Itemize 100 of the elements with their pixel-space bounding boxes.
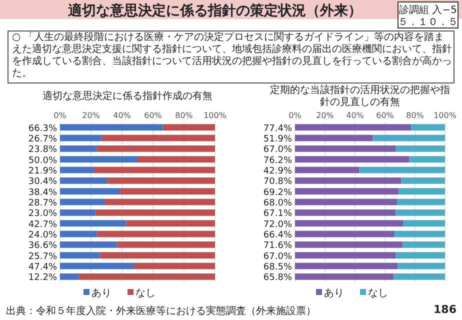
bar [295, 177, 402, 184]
bar [295, 252, 396, 259]
bar [104, 198, 215, 206]
legend-label: あり [92, 288, 112, 299]
data-label: 28.7% [28, 198, 58, 208]
bar [60, 134, 102, 142]
bar [394, 230, 445, 238]
chart-title: 適切な意思決定に係る指針作成の有無 [42, 91, 212, 103]
data-label: 67.1% [263, 209, 292, 220]
bar [97, 230, 215, 238]
x-tick-label: 20% [82, 111, 100, 120]
data-label: 77.4% [263, 124, 292, 134]
data-label: 66.4% [263, 230, 292, 240]
data-label: 36.6% [28, 241, 58, 252]
bar [295, 188, 399, 195]
bar [60, 220, 126, 227]
bar [101, 134, 215, 142]
data-label: 66.3% [28, 124, 58, 134]
bar [96, 145, 215, 152]
bar [60, 209, 96, 216]
bar [60, 124, 163, 131]
bar [295, 230, 395, 238]
bar [372, 134, 445, 142]
bar [60, 262, 134, 270]
bar [295, 209, 396, 216]
x-tick-label: 80% [406, 111, 424, 120]
data-label: 47.4% [28, 262, 58, 272]
data-label: 42.7% [28, 220, 58, 230]
bar [60, 166, 94, 174]
bar [60, 252, 100, 259]
x-tick-label: 20% [316, 111, 334, 120]
bar [295, 220, 403, 227]
legend-label: あり [324, 288, 344, 299]
bar [295, 273, 394, 280]
bar [96, 209, 215, 216]
legend-label: なし [368, 288, 388, 299]
data-label: 38.4% [28, 188, 58, 198]
data-label: 25.7% [28, 252, 58, 262]
x-tick-label: 0% [54, 111, 67, 120]
bar [403, 220, 445, 227]
data-label: 67.0% [263, 252, 292, 262]
data-label: 51.9% [263, 134, 292, 144]
bar [60, 145, 97, 152]
data-label: 68.0% [263, 198, 292, 208]
bar [60, 156, 138, 163]
data-label: 72.0% [263, 220, 292, 230]
x-tick-label: 60% [376, 111, 394, 120]
bar [162, 124, 215, 131]
bar [295, 198, 397, 206]
bar [78, 273, 215, 280]
bar [126, 220, 215, 227]
data-label: 76.2% [263, 156, 292, 166]
x-tick-label: 0% [288, 111, 302, 120]
data-label: 12.2% [28, 273, 58, 284]
bar [394, 273, 445, 280]
data-label: 50.0% [28, 156, 58, 166]
bar [60, 188, 120, 195]
bar [401, 177, 445, 184]
bar [138, 156, 215, 163]
data-label: 23.8% [28, 145, 58, 156]
bar [402, 241, 445, 248]
legend-label: なし [136, 288, 156, 299]
data-label: 69.2% [263, 188, 292, 198]
data-label: 23.0% [28, 209, 58, 220]
bar [60, 273, 79, 280]
x-tick-label: 100% [204, 111, 227, 120]
source-note: 出典：令和５年度入院・外来医療等における実態調査（外来施設票） [6, 305, 316, 317]
data-label: 26.7% [28, 134, 58, 144]
bar [60, 241, 117, 248]
chart-title: 定期的な当該指針の活用状況の把握や指針の見直しの有無 [270, 85, 450, 109]
bar [107, 177, 215, 184]
data-label: 42.9% [263, 166, 292, 176]
x-tick-label: 60% [144, 111, 162, 120]
data-label: 65.8% [263, 273, 292, 284]
data-label: 21.9% [28, 166, 58, 176]
data-label: 68.5% [263, 262, 292, 272]
bar [295, 145, 396, 152]
bar [60, 230, 98, 238]
text: 適切な意思決定に係る指針の策定状況（外来） [67, 2, 362, 19]
bar [396, 209, 445, 216]
bar [133, 262, 215, 270]
data-label: 70.8% [263, 177, 292, 188]
bar [396, 252, 445, 259]
x-tick-label: 40% [113, 111, 132, 120]
data-label: 71.6% [263, 241, 292, 252]
bar [100, 252, 215, 259]
bar [60, 177, 108, 184]
bar [94, 166, 215, 174]
data-label: 67.0% [263, 145, 292, 156]
bar [120, 188, 215, 195]
x-tick-label: 100% [434, 111, 457, 120]
bar [295, 166, 360, 174]
text: 186 [434, 303, 457, 316]
bar [295, 134, 373, 142]
bar [295, 262, 398, 270]
bar [398, 262, 445, 270]
bar [398, 188, 445, 195]
bar [60, 198, 104, 206]
bar [411, 124, 445, 131]
bar [359, 166, 445, 174]
